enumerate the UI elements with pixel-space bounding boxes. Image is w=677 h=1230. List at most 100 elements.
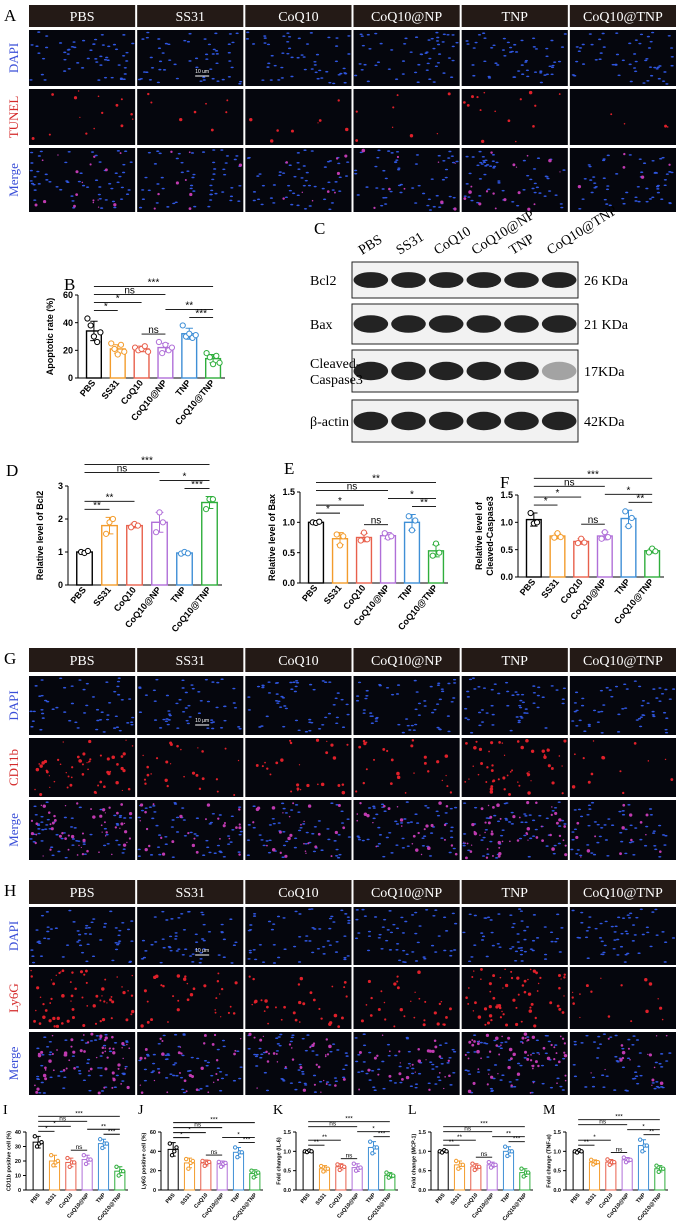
nucleus bbox=[269, 839, 272, 841]
nucleus bbox=[278, 175, 281, 177]
nucleus bbox=[629, 64, 632, 66]
nucleus bbox=[599, 1043, 602, 1045]
marker-signal bbox=[528, 771, 529, 772]
marker-signal bbox=[557, 1005, 560, 1008]
marker-signal bbox=[428, 1089, 430, 1091]
data-point bbox=[430, 553, 435, 558]
nucleus bbox=[504, 818, 507, 820]
data-point bbox=[98, 1138, 101, 1141]
marker-signal bbox=[453, 207, 456, 210]
y-axis-label: Cleaved-Caspase3 bbox=[485, 496, 495, 576]
nucleus bbox=[152, 805, 155, 807]
marker-signal bbox=[373, 207, 375, 209]
marker-signal bbox=[400, 1062, 401, 1063]
marker-signal bbox=[561, 765, 562, 766]
nucleus bbox=[433, 206, 436, 208]
marker-signal bbox=[366, 742, 368, 744]
nucleus bbox=[436, 195, 439, 197]
nucleus bbox=[296, 682, 299, 684]
significance-label: * bbox=[326, 504, 330, 515]
marker-signal bbox=[33, 1020, 36, 1023]
marker-signal bbox=[170, 743, 173, 746]
nucleus bbox=[29, 711, 32, 713]
nucleus bbox=[30, 44, 33, 46]
nucleus bbox=[80, 172, 83, 174]
marker-signal bbox=[178, 1051, 181, 1054]
nucleus bbox=[183, 1092, 186, 1094]
nucleus bbox=[471, 64, 474, 66]
nucleus bbox=[516, 933, 519, 935]
marker-signal bbox=[282, 197, 284, 199]
marker-signal bbox=[490, 151, 492, 153]
marker-signal bbox=[670, 778, 673, 781]
data-point bbox=[110, 516, 115, 521]
marker-signal bbox=[400, 1008, 403, 1011]
nucleus bbox=[397, 724, 400, 726]
marker-signal bbox=[445, 775, 446, 776]
marker-signal bbox=[537, 990, 539, 992]
marker-signal bbox=[99, 1036, 101, 1038]
data-point bbox=[184, 1157, 187, 1160]
y-axis-label: Fold change (MCP-1) bbox=[412, 1133, 418, 1188]
nucleus bbox=[223, 706, 226, 708]
nucleus bbox=[181, 687, 184, 689]
nucleus bbox=[329, 160, 332, 162]
nucleus bbox=[627, 914, 630, 916]
nucleus bbox=[50, 928, 53, 930]
nucleus bbox=[175, 1075, 178, 1077]
marker-signal bbox=[489, 1014, 492, 1017]
nucleus bbox=[492, 945, 495, 947]
marker-signal bbox=[72, 1051, 75, 1054]
nucleus bbox=[36, 1076, 39, 1078]
data-point bbox=[170, 1154, 173, 1157]
nucleus bbox=[415, 960, 418, 962]
nucleus bbox=[335, 37, 338, 39]
nucleus bbox=[301, 1073, 304, 1075]
nucleus bbox=[261, 204, 264, 206]
nucleus bbox=[357, 932, 360, 934]
nucleus bbox=[76, 941, 79, 943]
nucleus bbox=[482, 32, 485, 34]
marker-signal bbox=[46, 771, 49, 774]
nucleus bbox=[374, 916, 377, 918]
marker-signal bbox=[283, 1006, 286, 1009]
marker-signal bbox=[498, 847, 500, 849]
column-label: CoQ10@TNP bbox=[583, 10, 663, 25]
nucleus bbox=[177, 917, 180, 919]
marker-signal bbox=[397, 776, 400, 779]
nucleus bbox=[660, 1066, 663, 1068]
nucleus bbox=[486, 853, 489, 855]
nucleus bbox=[572, 74, 575, 76]
nucleus bbox=[536, 187, 539, 189]
data-point bbox=[33, 1135, 36, 1138]
nucleus bbox=[283, 948, 286, 950]
marker-signal bbox=[505, 1024, 508, 1027]
nucleus bbox=[187, 911, 190, 913]
data-point bbox=[623, 509, 628, 514]
marker-signal bbox=[553, 1046, 555, 1048]
micrograph bbox=[354, 738, 460, 797]
data-point bbox=[250, 1169, 253, 1172]
nucleus bbox=[655, 697, 658, 699]
nucleus bbox=[165, 718, 168, 720]
marker-signal bbox=[113, 203, 116, 206]
marker-signal bbox=[484, 92, 486, 94]
x-tick-label: SS31 bbox=[585, 1192, 598, 1206]
marker-signal bbox=[489, 1005, 492, 1008]
marker-signal bbox=[331, 986, 333, 988]
nucleus bbox=[654, 848, 657, 850]
nucleus bbox=[551, 66, 554, 68]
nucleus bbox=[447, 683, 450, 685]
nucleus bbox=[318, 70, 321, 72]
marker-signal bbox=[44, 1077, 47, 1080]
nucleus bbox=[613, 939, 616, 941]
nucleus bbox=[399, 192, 402, 194]
nucleus bbox=[525, 708, 528, 710]
marker-signal bbox=[38, 1053, 41, 1056]
marker-signal bbox=[448, 92, 451, 95]
row-label: DAPI bbox=[6, 43, 21, 73]
nucleus bbox=[248, 1048, 251, 1050]
nucleus bbox=[85, 925, 88, 927]
nucleus bbox=[415, 36, 418, 38]
marker-signal bbox=[63, 741, 64, 742]
